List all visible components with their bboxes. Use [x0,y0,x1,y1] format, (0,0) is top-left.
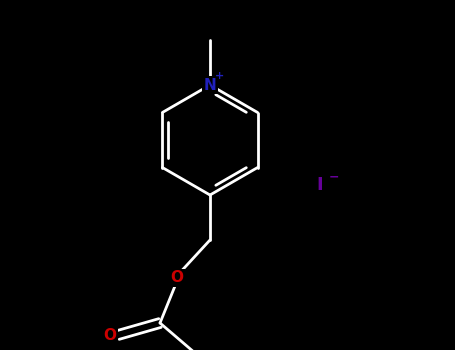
Text: I: I [317,176,324,194]
Text: N: N [204,77,217,92]
Text: +: + [215,71,225,81]
Text: O: O [103,328,116,343]
Text: −: − [329,170,339,183]
Text: O: O [171,271,183,286]
